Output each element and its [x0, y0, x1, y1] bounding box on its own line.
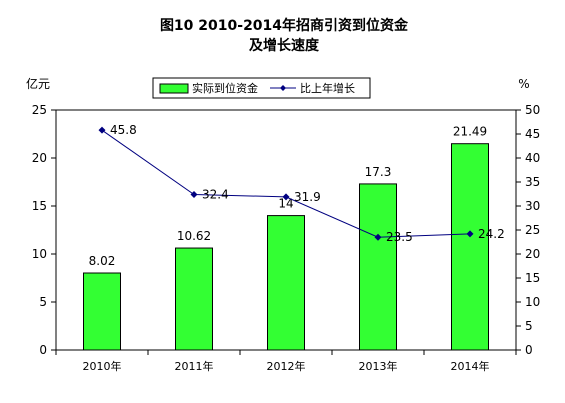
bar-data-labels: 8.02 10.62 14 17.3 21.49	[89, 125, 488, 268]
line-value-label: 45.8	[110, 123, 137, 137]
right-tick-label: 25	[525, 223, 540, 237]
line-series	[98, 126, 474, 241]
bar-value-label: 10.62	[177, 229, 211, 243]
bar-value-label: 21.49	[453, 125, 487, 139]
right-tick-label: 35	[525, 175, 540, 189]
bar	[83, 272, 121, 351]
right-tick-label: 0	[525, 343, 533, 357]
left-axis-unit: 亿元	[26, 76, 50, 91]
left-tick-label: 20	[32, 151, 47, 165]
line-value-label: 24.2	[478, 227, 505, 241]
bar	[175, 247, 213, 351]
right-tick-label: 10	[525, 295, 540, 309]
legend-box	[152, 77, 371, 99]
line-data-labels: 45.8 32.4 31.9 23.5 24.2	[110, 123, 505, 244]
x-tick-label: 2013年	[359, 359, 398, 373]
bar-value-label: 17.3	[365, 165, 392, 179]
bar-series	[83, 143, 489, 351]
line-value-label: 23.5	[386, 230, 413, 244]
right-tick-label: 20	[525, 247, 540, 261]
right-tick-label: 45	[525, 127, 540, 141]
x-tick-label: 2014年	[451, 359, 490, 373]
chart-title: 图10 2010-2014年招商引资到位资金	[160, 17, 409, 34]
legend-bar-swatch	[159, 83, 189, 94]
left-tick-label: 10	[32, 247, 47, 261]
x-tick-label: 2012年	[267, 359, 306, 373]
bar-value-label: 8.02	[89, 254, 116, 268]
x-tick-label: 2010年	[83, 359, 122, 373]
right-tick-label: 5	[525, 319, 533, 333]
left-tick-label: 0	[39, 343, 47, 357]
line-value-label: 32.4	[202, 187, 229, 201]
line-point	[98, 126, 106, 134]
legend: 实际到位资金 比上年增长	[152, 77, 371, 99]
right-tick-label: 15	[525, 271, 540, 285]
x-axis: 2010年 2011年 2012年 2013年 2014年	[55, 350, 517, 373]
line-point	[190, 190, 198, 198]
legend-line-marker	[280, 85, 286, 91]
line-point	[282, 193, 290, 201]
right-axis: 0 5 10 15 20 25 30 35 40 45 50	[516, 103, 540, 357]
legend-label-bars: 实际到位资金	[192, 81, 258, 95]
bar	[267, 215, 305, 351]
bar-value-label: 14	[278, 197, 293, 211]
left-tick-label: 15	[32, 199, 47, 213]
left-tick-label: 5	[39, 295, 47, 309]
right-tick-label: 50	[525, 103, 540, 117]
right-tick-label: 30	[525, 199, 540, 213]
x-tick-label: 2011年	[175, 359, 214, 373]
left-axis: 0 5 10 15 20 25	[32, 103, 56, 357]
legend-label-line: 比上年增长	[300, 81, 355, 95]
line-point	[466, 230, 474, 238]
left-tick-label: 25	[32, 103, 47, 117]
line-point	[374, 233, 382, 241]
line-value-label: 31.9	[294, 190, 321, 204]
bar	[451, 143, 489, 351]
right-tick-label: 40	[525, 151, 540, 165]
chart-subtitle: 及增长速度	[249, 37, 320, 54]
bar	[359, 183, 397, 351]
right-axis-unit: %	[518, 77, 529, 91]
